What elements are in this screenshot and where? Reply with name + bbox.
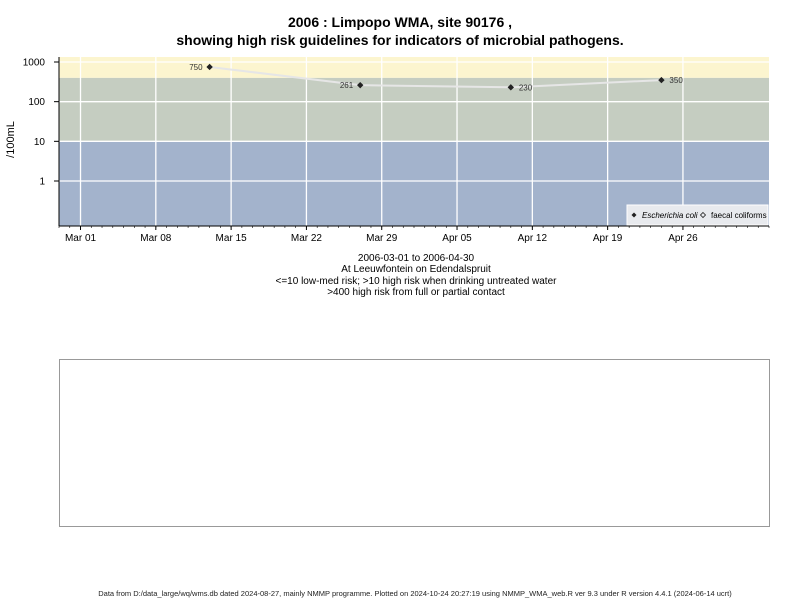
legend-label-e-coli: Escherichia coli [642,211,698,220]
legend-box [626,204,769,226]
legend-marker-faecal-coliforms [699,211,707,219]
data-label: 261 [340,81,354,90]
data-label: 350 [669,76,683,85]
caption-date-range: 2006-03-01 to 2006-04-30 [357,253,475,264]
x-tick-label: Mar 01 [65,233,97,244]
empty-plot-panel [59,359,770,527]
caption-risk-line-2: >400 high risk from full or partial cont… [327,287,505,298]
data-point-e-coli [206,63,213,71]
series-line-e-coli [209,65,662,89]
risk-band-1 [59,77,769,142]
risk-band-2 [59,57,769,78]
legend-marker-e-coli [631,212,637,218]
footer-note: Data from D:/data_large/wq/wms.db dated … [98,589,732,598]
x-tick-label: Apr 19 [593,233,623,244]
x-tick-label: Mar 15 [216,233,248,244]
data-point-e-coli [658,76,665,84]
chart-subtitle: showing high risk guidelines for indicat… [176,32,624,48]
x-tick-label: Apr 12 [518,233,548,244]
y-tick-label: 1000 [23,58,46,69]
data-label: 230 [519,83,533,92]
caption-location: At Leeuwfontein on Edendalspruit [341,264,491,275]
x-tick-label: Mar 22 [291,233,323,244]
caption-risk-line-1: <=10 low-med risk; >10 high risk when dr… [275,276,557,287]
data-point-e-coli [507,84,515,91]
data-label: 750 [189,63,203,72]
y-tick-label: 1 [39,177,45,188]
y-tick-label: 10 [34,137,46,148]
x-tick-label: Mar 08 [140,233,172,244]
data-point-e-coli [357,81,364,89]
x-tick-label: Apr 05 [442,233,472,244]
chart-title: 2006 : Limpopo WMA, site 90176 , [287,14,513,30]
x-tick-label: Apr 26 [668,233,698,244]
x-tick-label: Mar 29 [366,233,398,244]
chart-plot: 1000 100 10 1 Mar 01 Mar 08 Mar 15 Mar 22 Mar 29… [5,57,770,244]
y-axis-label: /100mL [5,121,17,158]
y-tick-label: 100 [28,97,45,108]
legend-label-faecal-coliforms: faecal coliforms [711,211,767,220]
